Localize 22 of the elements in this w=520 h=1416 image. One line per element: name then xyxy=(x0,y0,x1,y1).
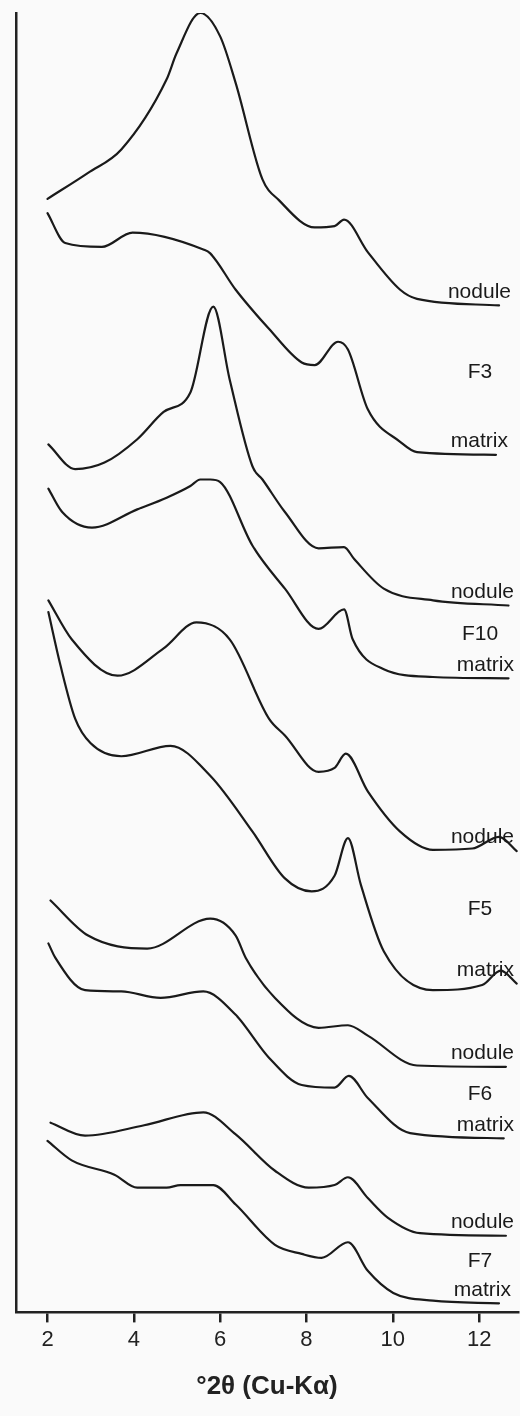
x-tick-label: 8 xyxy=(300,1325,313,1351)
annotation: F6 xyxy=(467,1081,493,1105)
series-label: nodule xyxy=(450,1209,514,1233)
series-label: matrix xyxy=(456,956,515,980)
annotation: F5 xyxy=(467,896,493,920)
x-tick-label: 2 xyxy=(41,1325,54,1351)
x-tick-label: 10 xyxy=(380,1325,406,1351)
series-label: matrix xyxy=(453,1276,512,1300)
x-tick-label: 6 xyxy=(214,1325,227,1351)
annotation: F3 xyxy=(467,358,493,382)
x-tick-label: 4 xyxy=(127,1325,140,1351)
series-label: matrix xyxy=(456,1111,515,1135)
series-label: nodule xyxy=(450,824,514,848)
series-label: nodule xyxy=(450,578,514,602)
series-label: matrix xyxy=(456,651,515,675)
series-label: nodule xyxy=(450,1040,514,1064)
x-tick-label: 12 xyxy=(466,1325,492,1351)
x-axis-title: °2θ (Cu-Kα) xyxy=(196,1369,338,1400)
series-label: nodule xyxy=(447,278,512,302)
series-label: matrix xyxy=(450,428,509,452)
annotation: F7 xyxy=(467,1248,493,1272)
annotation: F10 xyxy=(461,620,499,644)
